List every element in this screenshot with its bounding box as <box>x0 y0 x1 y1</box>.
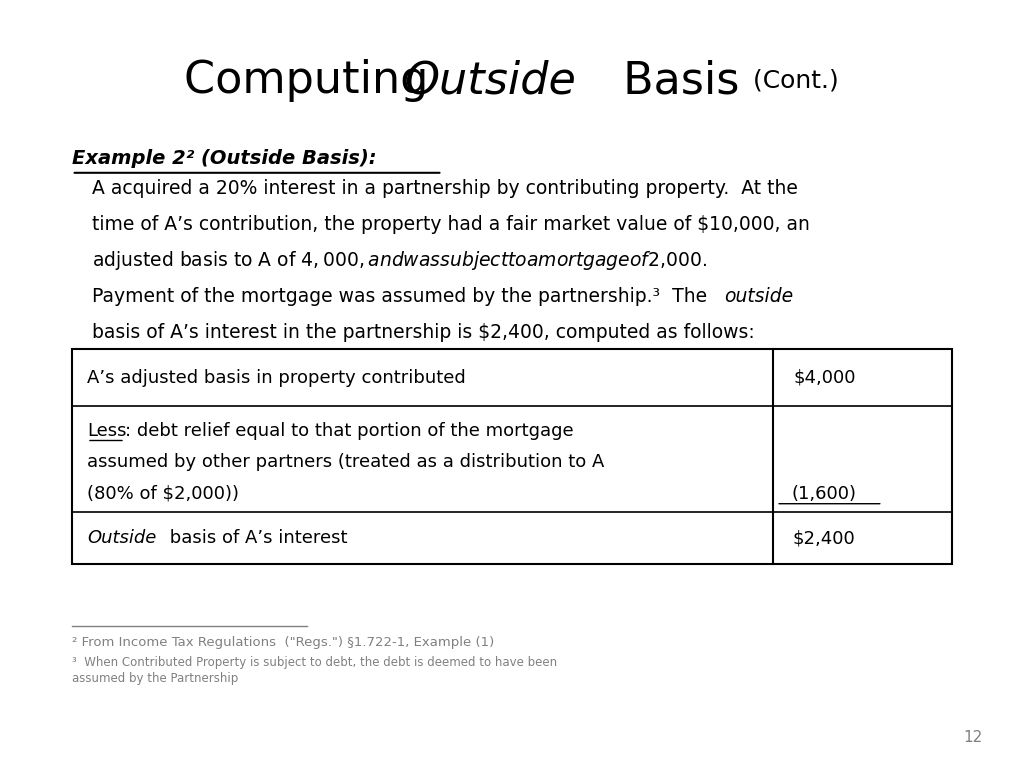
Text: ² From Income Tax Regulations  ("Regs.") §1.722-1, Example (1): ² From Income Tax Regulations ("Regs.") … <box>72 637 494 649</box>
Text: Example 2² (Outside Basis):: Example 2² (Outside Basis): <box>72 150 376 168</box>
Text: A acquired a 20% interest in a partnership by contributing property.  At the: A acquired a 20% interest in a partnersh… <box>92 179 798 197</box>
Text: (Cont.): (Cont.) <box>745 68 840 93</box>
Text: Computing: Computing <box>184 59 442 102</box>
Text: outside: outside <box>725 287 794 306</box>
Text: Outside: Outside <box>87 529 157 547</box>
Text: Payment of the mortgage was assumed by the partnership.³  The: Payment of the mortgage was assumed by t… <box>92 287 714 306</box>
Text: assumed by the Partnership: assumed by the Partnership <box>72 672 238 684</box>
Text: Outside: Outside <box>404 59 577 102</box>
Text: : debt relief equal to that portion of the mortgage: : debt relief equal to that portion of t… <box>125 422 573 439</box>
Text: A’s adjusted basis in property contributed: A’s adjusted basis in property contribut… <box>87 369 466 387</box>
Text: basis of A’s interest in the partnership is $2,400, computed as follows:: basis of A’s interest in the partnership… <box>92 323 755 342</box>
Text: adjusted basis to A of $4,000, and was subject to a mortgage of $2,000.: adjusted basis to A of $4,000, and was s… <box>92 249 708 272</box>
Text: basis of A’s interest: basis of A’s interest <box>164 529 347 547</box>
Text: 12: 12 <box>964 730 983 745</box>
Text: (1,600): (1,600) <box>792 485 857 503</box>
Text: time of A’s contribution, the property had a fair market value of $10,000, an: time of A’s contribution, the property h… <box>92 215 810 233</box>
Text: ³  When Contributed Property is subject to debt, the debt is deemed to have been: ³ When Contributed Property is subject t… <box>72 657 557 669</box>
Text: Basis: Basis <box>609 59 739 102</box>
Text: (80% of $2,000)): (80% of $2,000)) <box>87 485 239 503</box>
Text: Less: Less <box>87 422 127 439</box>
Text: $2,400: $2,400 <box>793 529 856 547</box>
Text: $4,000: $4,000 <box>793 369 856 387</box>
Bar <box>72 349 952 564</box>
Text: assumed by other partners (treated as a distribution to A: assumed by other partners (treated as a … <box>87 453 604 471</box>
